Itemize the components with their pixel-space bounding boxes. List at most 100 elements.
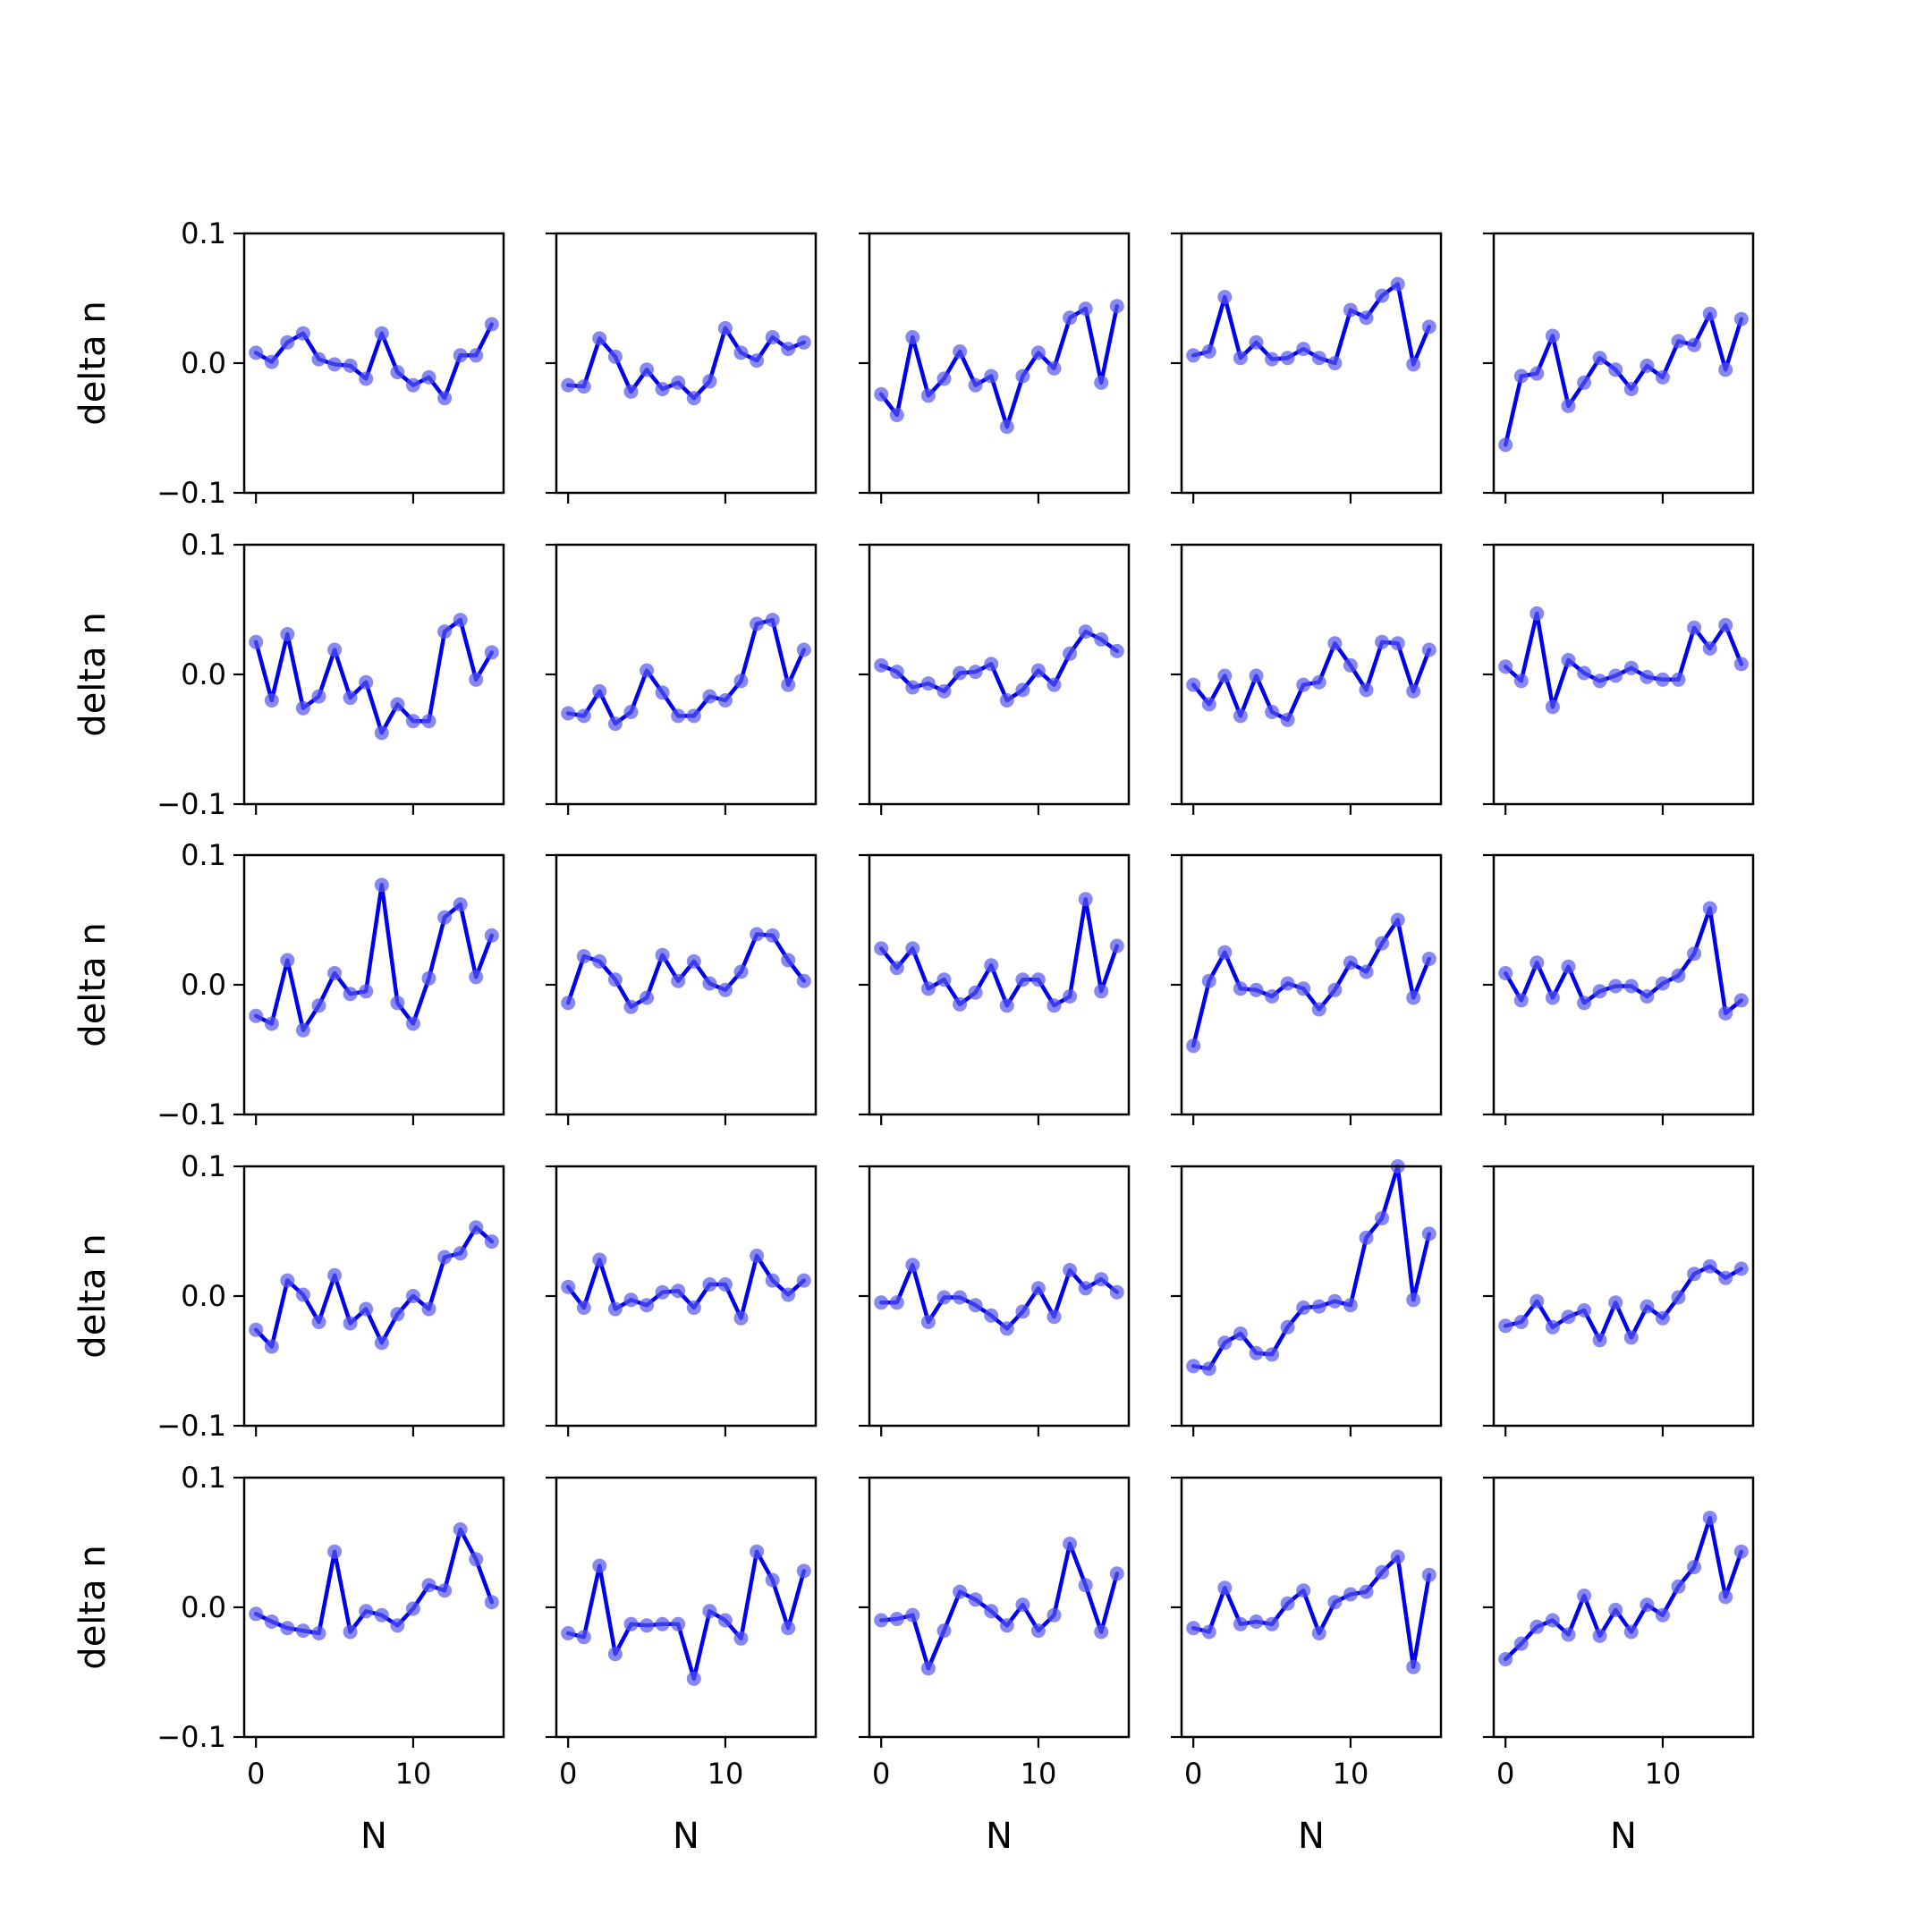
data-point	[750, 1249, 765, 1263]
data-point	[1530, 1293, 1545, 1309]
data-point	[1249, 982, 1264, 997]
data-point	[1030, 1623, 1046, 1639]
data-point	[1280, 712, 1295, 727]
data-point	[484, 1595, 499, 1610]
data-point	[1109, 938, 1124, 953]
x-tick-label: 10	[1333, 1757, 1369, 1791]
subplot-r2-c2	[546, 543, 818, 815]
data-point	[750, 353, 765, 369]
data-point	[796, 1563, 811, 1579]
series-line	[253, 1224, 495, 1349]
data-point	[1592, 351, 1607, 366]
subplot-r2-c1: −0.1 0.0 0.1 delta n	[72, 528, 505, 821]
data-point	[702, 1604, 717, 1619]
data-point	[1094, 1624, 1109, 1640]
data-point	[1046, 677, 1062, 692]
data-point	[1296, 1301, 1311, 1315]
data-point	[686, 391, 701, 406]
data-point	[968, 377, 983, 393]
series-line	[253, 322, 495, 401]
y-tick-label: 0.1	[181, 838, 226, 872]
data-point	[1217, 1335, 1233, 1351]
data-point	[374, 1335, 389, 1351]
data-point	[889, 961, 904, 976]
data-point	[1030, 1281, 1046, 1296]
data-point	[1733, 1261, 1749, 1276]
data-point	[1655, 369, 1670, 385]
y-tick-label: 0.1	[181, 528, 226, 562]
data-point	[1687, 620, 1702, 635]
data-point	[374, 326, 389, 341]
data-point	[327, 357, 343, 372]
data-point	[1608, 668, 1623, 683]
series-line	[565, 617, 807, 726]
data-point	[374, 877, 389, 893]
series-line	[1191, 282, 1432, 367]
data-point	[1280, 351, 1295, 366]
y-axis-label: delta n	[72, 1545, 114, 1669]
data-point	[936, 371, 952, 386]
data-point	[889, 408, 904, 422]
data-point	[1046, 1309, 1062, 1325]
data-point	[1327, 356, 1343, 370]
data-point	[1186, 1359, 1201, 1374]
data-point	[1265, 705, 1280, 719]
data-point	[1109, 1566, 1124, 1581]
x-axis-label: N	[360, 1816, 387, 1857]
y-tick-label: −0.1	[157, 1720, 226, 1754]
data-point	[1577, 665, 1592, 681]
data-point	[733, 1631, 749, 1646]
subplot-r2-c3	[859, 543, 1131, 815]
data-point	[1421, 952, 1436, 966]
data-point	[390, 1307, 405, 1322]
data-point	[1030, 972, 1046, 987]
subplot-r1-c1: −0.1 0.0 0.1 delta n	[72, 216, 505, 510]
data-point	[607, 972, 623, 987]
data-point	[1671, 1290, 1686, 1305]
data-point	[576, 949, 591, 964]
data-point	[1186, 348, 1201, 363]
subplot-r2-c4	[1171, 543, 1443, 815]
data-point	[686, 1671, 701, 1686]
data-point	[1343, 657, 1358, 673]
data-point	[1109, 299, 1124, 314]
data-point	[1359, 1230, 1374, 1245]
data-point	[1280, 976, 1295, 991]
data-point	[765, 613, 780, 628]
data-point	[1233, 981, 1248, 996]
data-point	[437, 1250, 453, 1265]
data-point	[1406, 683, 1421, 699]
data-point	[920, 1661, 936, 1676]
series-line	[565, 326, 807, 401]
data-point	[1015, 682, 1030, 698]
data-point	[1545, 1319, 1560, 1335]
data-point	[1513, 1315, 1529, 1329]
data-point	[1265, 1616, 1280, 1631]
series-line	[565, 1549, 807, 1682]
subplot-r5-c4: 0 10N	[1171, 1476, 1443, 1857]
data-point	[936, 1290, 952, 1305]
data-point	[561, 377, 576, 393]
data-point	[623, 1292, 639, 1308]
data-point	[405, 1601, 420, 1616]
data-point	[264, 693, 279, 708]
data-point	[1078, 892, 1093, 907]
data-point	[1296, 677, 1311, 692]
data-point	[390, 996, 405, 1011]
data-point	[1577, 1589, 1592, 1603]
subplot-r4-c1: −0.1 0.0 0.1 delta n	[72, 1149, 505, 1443]
data-point	[1498, 659, 1513, 674]
data-point	[390, 1618, 405, 1633]
data-point	[702, 374, 717, 389]
data-point	[750, 927, 765, 942]
data-point	[484, 317, 499, 332]
data-point	[359, 984, 374, 999]
data-point	[592, 331, 607, 346]
data-point	[295, 1623, 310, 1639]
data-point	[1545, 328, 1560, 343]
subplot-r4-c4	[1171, 1159, 1443, 1436]
data-point	[1545, 1613, 1560, 1628]
data-point	[686, 953, 701, 969]
data-point	[796, 973, 811, 988]
data-point	[1327, 1293, 1343, 1309]
